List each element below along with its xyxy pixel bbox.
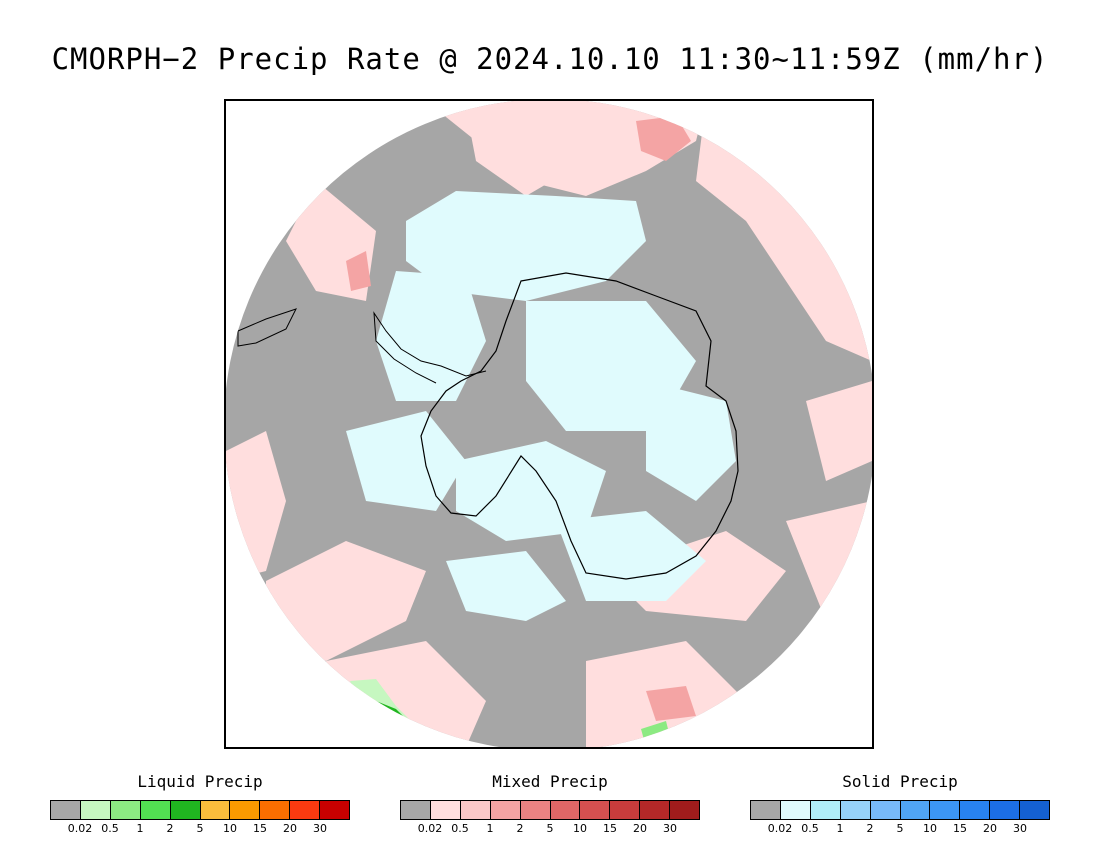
legend-tick-label: 1 [486, 822, 494, 835]
solid-precip-regions [346, 191, 736, 621]
legend-swatch [200, 801, 231, 819]
legend-tick-label: 1 [836, 822, 844, 835]
legend-swatch [751, 801, 781, 819]
legend-tick-label: 5 [546, 822, 554, 835]
legend-swatch [490, 801, 521, 819]
legend-title: Solid Precip [842, 772, 958, 791]
legend-swatch [900, 801, 931, 819]
legend-tick-label: 2 [166, 822, 174, 835]
antarctic-peninsula [373, 311, 487, 384]
legend-tick-label: 2 [866, 822, 874, 835]
legend-color-bar [750, 800, 1050, 820]
legend-swatch [990, 801, 1021, 819]
legend-swatch [430, 801, 461, 819]
legend-swatch [460, 801, 491, 819]
legend-swatch [930, 801, 961, 819]
legend-swatch [110, 801, 141, 819]
legend-tick-label: 0.5 [801, 822, 819, 835]
legend-color-bar [50, 800, 350, 820]
legend-swatch [670, 801, 700, 819]
legend-ticks: 0.02 0.5 1 2 5 10 15 20 30 [50, 822, 350, 836]
legend-swatch [610, 801, 641, 819]
legend-tick-label: 0.02 [67, 822, 93, 835]
legend-tick-label: 10 [223, 822, 237, 835]
legend-tick-label: 10 [573, 822, 587, 835]
legend-tick-label: 15 [603, 822, 617, 835]
legend-tick-label: 0.5 [101, 822, 119, 835]
south-america-tip [237, 308, 297, 347]
legend-swatch [780, 801, 811, 819]
legend-tick-label: 20 [633, 822, 647, 835]
legend-swatch [640, 801, 671, 819]
legend-swatch [290, 801, 321, 819]
legend-tick-label: 0.02 [417, 822, 443, 835]
legend-swatch [170, 801, 201, 819]
legend-title: Liquid Precip [137, 772, 263, 791]
polar-map-frame [224, 99, 874, 749]
legend-tick-label: 10 [923, 822, 937, 835]
legend-swatch [51, 801, 81, 819]
legend-ticks: 0.02 0.5 1 2 5 10 15 20 30 [400, 822, 700, 836]
legend-swatch [520, 801, 551, 819]
legend-tick-label: 20 [983, 822, 997, 835]
map-title: CMORPH−2 Precip Rate @ 2024.10.10 11:30~… [51, 42, 1049, 76]
legend-swatch [810, 801, 841, 819]
legend-swatch [401, 801, 431, 819]
legend-tick-label: 15 [953, 822, 967, 835]
legend-swatch [1020, 801, 1050, 819]
legend-tick-label: 0.5 [451, 822, 469, 835]
legend-tick-label: 30 [663, 822, 677, 835]
legend-tick-label: 5 [896, 822, 904, 835]
legend-tick-label: 5 [196, 822, 204, 835]
legend-swatch [230, 801, 261, 819]
legend-swatch [260, 801, 291, 819]
legend-swatch [320, 801, 350, 819]
legend-ticks: 0.02 0.5 1 2 5 10 15 20 30 [750, 822, 1050, 836]
legend-swatch [80, 801, 111, 819]
legend-tick-label: 30 [1013, 822, 1027, 835]
legend-swatch [870, 801, 901, 819]
antarctic-precip-map [226, 101, 872, 747]
mixed-precip-moderate [346, 116, 696, 721]
legend-swatch [550, 801, 581, 819]
legend-title: Mixed Precip [492, 772, 608, 791]
legend-color-bar [400, 800, 700, 820]
legend-swatch [960, 801, 991, 819]
legend-tick-label: 15 [253, 822, 267, 835]
legend-tick-label: 20 [283, 822, 297, 835]
mixed-precip-legend: Mixed Precip 0.02 0.5 1 2 5 10 15 20 30 [400, 772, 700, 835]
legend-tick-label: 2 [516, 822, 524, 835]
legend-swatch [140, 801, 171, 819]
legend-swatch [840, 801, 871, 819]
antarctica-coastline [420, 272, 739, 580]
legend-tick-label: 1 [136, 822, 144, 835]
legend-swatch [580, 801, 611, 819]
liquid-precip-legend: Liquid Precip 0.02 0.5 1 2 5 10 15 20 30 [50, 772, 350, 835]
solid-precip-legend: Solid Precip 0.02 0.5 1 2 5 10 15 20 30 [750, 772, 1050, 835]
legend-tick-label: 0.02 [767, 822, 793, 835]
legend-tick-label: 30 [313, 822, 327, 835]
